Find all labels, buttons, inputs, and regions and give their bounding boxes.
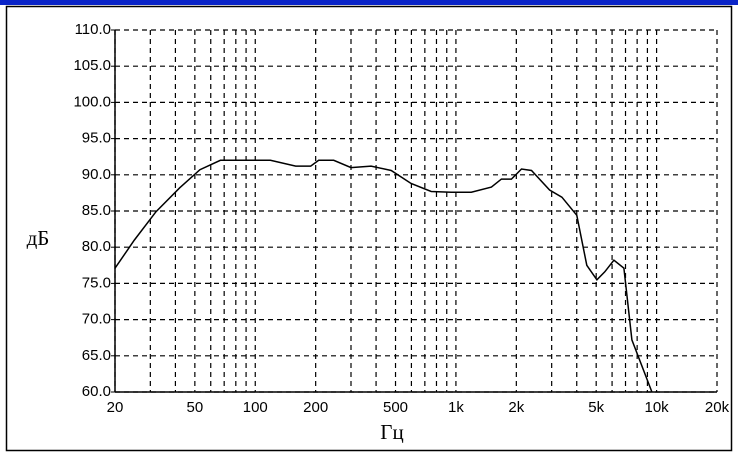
y-tick-label: 70.0 bbox=[82, 311, 111, 328]
y-tick-label: 105.0 bbox=[73, 57, 111, 74]
x-tick-label: 2k bbox=[508, 399, 524, 416]
x-tick-label: 200 bbox=[303, 399, 328, 416]
frame bbox=[5, 5, 733, 452]
y-tick-label: 60.0 bbox=[82, 383, 111, 400]
x-tick-label: 50 bbox=[187, 399, 204, 416]
y-tick-label: 95.0 bbox=[82, 130, 111, 147]
x-tick-label: 1k bbox=[448, 399, 464, 416]
y-tick-label: 100.0 bbox=[73, 93, 111, 110]
y-tick-label: 90.0 bbox=[82, 166, 111, 183]
response-line bbox=[114, 159, 653, 393]
x-tick-label: 100 bbox=[243, 399, 268, 416]
x-tick-label: 20k bbox=[705, 399, 730, 416]
y-axis-title: дБ bbox=[27, 226, 50, 250]
title-bar bbox=[0, 0, 738, 5]
x-tick-label: 20 bbox=[107, 399, 124, 416]
y-tick-label: 65.0 bbox=[82, 347, 111, 364]
y-tick-label: 80.0 bbox=[82, 238, 111, 255]
y-tick-label: 75.0 bbox=[82, 274, 111, 291]
x-tick-label: 10k bbox=[644, 399, 669, 416]
y-tick-label: 85.0 bbox=[82, 202, 111, 219]
y-tick-label: 110.0 bbox=[75, 21, 111, 38]
x-tick-label: 500 bbox=[383, 399, 408, 416]
x-axis-title: Гц bbox=[380, 420, 403, 444]
x-tick-label: 5k bbox=[588, 399, 604, 416]
